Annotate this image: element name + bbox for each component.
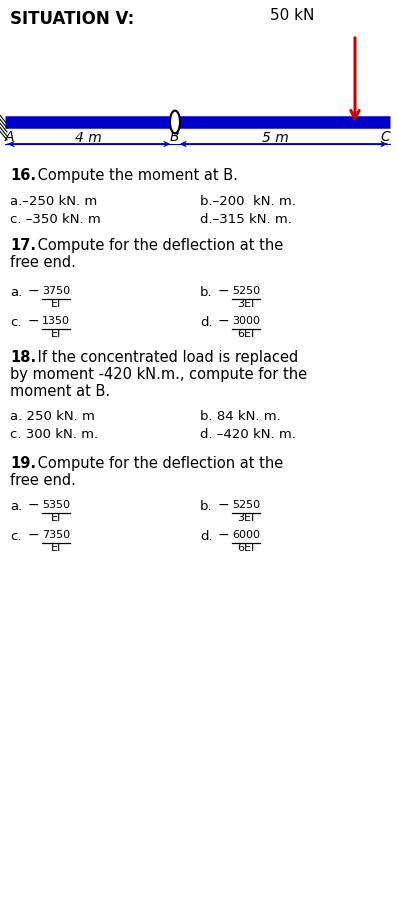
Text: by moment -420 kN.m., compute for the: by moment -420 kN.m., compute for the	[10, 367, 307, 382]
Text: 4 m: 4 m	[75, 131, 101, 145]
Text: −: −	[28, 314, 40, 328]
Text: b.–200  kN. m.: b.–200 kN. m.	[200, 195, 296, 208]
Text: b.: b.	[200, 500, 213, 513]
Text: B: B	[170, 130, 179, 144]
Text: 3EI: 3EI	[237, 299, 254, 309]
Text: moment at B.: moment at B.	[10, 384, 110, 399]
Text: 3000: 3000	[232, 316, 260, 326]
Text: 18.: 18.	[10, 350, 36, 365]
Text: d.–315 kN. m.: d.–315 kN. m.	[200, 213, 292, 226]
Text: a. 250 kN. m: a. 250 kN. m	[10, 410, 95, 423]
Text: a.: a.	[10, 500, 22, 513]
Text: c.: c.	[10, 530, 21, 543]
Text: A: A	[5, 130, 15, 144]
Text: d.: d.	[200, 316, 213, 329]
Text: Compute the moment at B.: Compute the moment at B.	[33, 168, 238, 183]
Text: 1350: 1350	[42, 316, 70, 326]
Text: Compute for the deflection at the: Compute for the deflection at the	[33, 238, 283, 253]
Text: C: C	[380, 130, 390, 144]
Text: free end.: free end.	[10, 255, 76, 270]
Text: 6EI: 6EI	[237, 329, 254, 339]
Text: −: −	[218, 314, 229, 328]
Text: 5250: 5250	[232, 286, 260, 296]
Text: free end.: free end.	[10, 473, 76, 488]
Text: 5350: 5350	[42, 500, 70, 510]
Text: EI: EI	[51, 299, 61, 309]
Text: 5 m: 5 m	[262, 131, 288, 145]
Text: c. –350 kN. m: c. –350 kN. m	[10, 213, 101, 226]
Text: SITUATION V:: SITUATION V:	[10, 10, 134, 28]
Text: If the concentrated load is replaced: If the concentrated load is replaced	[33, 350, 298, 365]
Text: d.: d.	[200, 530, 213, 543]
Text: 19.: 19.	[10, 456, 36, 471]
Text: −: −	[218, 528, 229, 542]
Text: EI: EI	[51, 513, 61, 523]
Text: −: −	[218, 284, 229, 298]
Text: 3750: 3750	[42, 286, 70, 296]
Text: 17.: 17.	[10, 238, 36, 253]
Text: −: −	[218, 498, 229, 512]
Text: Compute for the deflection at the: Compute for the deflection at the	[33, 456, 283, 471]
Text: c.: c.	[10, 316, 21, 329]
Text: b.: b.	[200, 286, 213, 299]
Text: a.: a.	[10, 286, 22, 299]
Text: 3EI: 3EI	[237, 513, 254, 523]
Text: 50 kN: 50 kN	[270, 8, 314, 23]
Text: d. –420 kN. m.: d. –420 kN. m.	[200, 428, 296, 441]
Text: 7350: 7350	[42, 530, 70, 540]
Text: 6000: 6000	[232, 530, 260, 540]
Text: c. 300 kN. m.: c. 300 kN. m.	[10, 428, 98, 441]
Text: 6EI: 6EI	[237, 543, 254, 553]
Circle shape	[170, 111, 180, 133]
Text: 5250: 5250	[232, 500, 260, 510]
Text: −: −	[28, 284, 40, 298]
Text: EI: EI	[51, 543, 61, 553]
Text: 16.: 16.	[10, 168, 36, 183]
Text: −: −	[28, 528, 40, 542]
Text: a.–250 kN. m: a.–250 kN. m	[10, 195, 97, 208]
Text: −: −	[28, 498, 40, 512]
Text: EI: EI	[51, 329, 61, 339]
Text: b. 84 kN. m.: b. 84 kN. m.	[200, 410, 281, 423]
